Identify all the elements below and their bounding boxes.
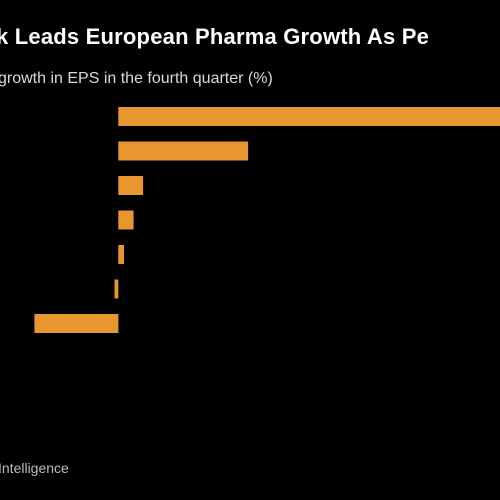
bar-1	[118, 107, 500, 126]
chart-subtitle: growth in EPS in the fourth quarter (%)	[0, 70, 273, 87]
bar-4	[118, 210, 134, 230]
bar-2	[118, 141, 249, 161]
bar-5	[118, 245, 124, 264]
chart-title: k Leads European Pharma Growth As Pe	[0, 24, 430, 49]
bar-3	[118, 176, 144, 195]
source-note: Intelligence	[0, 460, 69, 476]
bar-6	[114, 279, 119, 299]
bar-7	[34, 314, 119, 333]
bar-group	[34, 107, 500, 333]
